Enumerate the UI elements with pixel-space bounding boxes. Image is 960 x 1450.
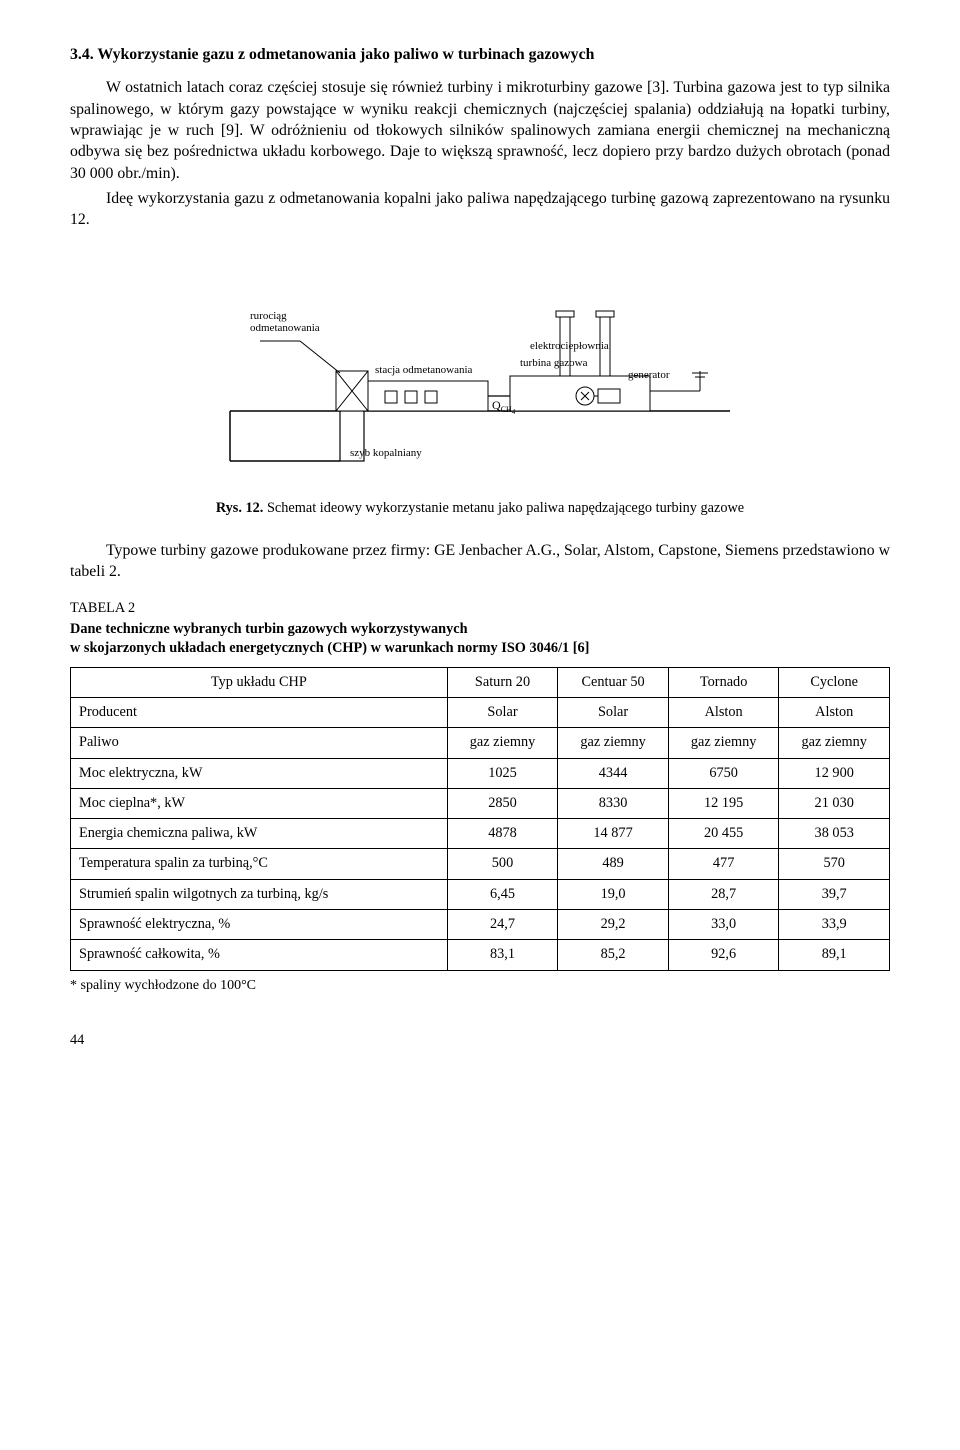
- fig-label-shaft: szyb kopalniany: [350, 447, 422, 459]
- row-label: Producent: [71, 697, 448, 727]
- fig-label-pipe: rurociąg odmetanowania: [250, 310, 320, 334]
- row-value: 39,7: [779, 879, 890, 909]
- row-label: Moc elektryczna, kW: [71, 758, 448, 788]
- table-row: Sprawność elektryczna, %24,729,233,033,9: [71, 910, 890, 940]
- fig-label-turbine: turbina gazowa: [520, 357, 588, 369]
- table-row: Temperatura spalin za turbiną,°C50048947…: [71, 849, 890, 879]
- row-value: 33,0: [668, 910, 779, 940]
- row-label: Temperatura spalin za turbiną,°C: [71, 849, 448, 879]
- table-header-cell: Saturn 20: [447, 667, 558, 697]
- fig-label-station: stacja odmetanowania: [375, 364, 473, 376]
- row-value: 20 455: [668, 819, 779, 849]
- row-value: 500: [447, 849, 558, 879]
- row-value: 85,2: [558, 940, 669, 970]
- table-header-cell: Cyclone: [779, 667, 890, 697]
- table-header-cell: Tornado: [668, 667, 779, 697]
- table-header-row: Typ układu CHPSaturn 20Centuar 50Tornado…: [71, 667, 890, 697]
- paragraph-2: Ideę wykorzystania gazu z odmetanowania …: [70, 188, 890, 231]
- row-value: 570: [779, 849, 890, 879]
- row-label: Sprawność całkowita, %: [71, 940, 448, 970]
- row-label: Moc cieplna*, kW: [71, 788, 448, 818]
- table-row: Energia chemiczna paliwa, kW487814 87720…: [71, 819, 890, 849]
- table-header-cell: Centuar 50: [558, 667, 669, 697]
- row-value: 92,6: [668, 940, 779, 970]
- row-value: 8330: [558, 788, 669, 818]
- table-footnote: * spaliny wychłodzone do 100°C: [70, 977, 890, 996]
- table-row: Moc elektryczna, kW10254344675012 900: [71, 758, 890, 788]
- table-row: ProducentSolarSolarAlstonAlston: [71, 697, 890, 727]
- row-value: gaz ziemny: [779, 728, 890, 758]
- row-value: 14 877: [558, 819, 669, 849]
- row-value: 6,45: [447, 879, 558, 909]
- row-label: Paliwo: [71, 728, 448, 758]
- row-value: gaz ziemny: [668, 728, 779, 758]
- section-heading: 3.4. Wykorzystanie gazu z odmetanowania …: [70, 44, 890, 65]
- table-body: ProducentSolarSolarAlstonAlstonPaliwogaz…: [71, 697, 890, 970]
- fig-caption-text: Schemat ideowy wykorzystanie metanu jako…: [263, 500, 744, 516]
- row-value: 38 053: [779, 819, 890, 849]
- row-value: Alston: [668, 697, 779, 727]
- row-label: Energia chemiczna paliwa, kW: [71, 819, 448, 849]
- row-value: 12 900: [779, 758, 890, 788]
- row-value: Solar: [558, 697, 669, 727]
- row-label: Strumień spalin wilgotnych za turbiną, k…: [71, 879, 448, 909]
- table-title: TABELA 2: [70, 599, 890, 618]
- row-value: 24,7: [447, 910, 558, 940]
- fig-label-generator: generator: [628, 369, 670, 381]
- row-label: Sprawność elektryczna, %: [71, 910, 448, 940]
- paragraph-1: W ostatnich latach coraz częściej stosuj…: [70, 77, 890, 184]
- table-row: Moc cieplna*, kW2850833012 19521 030: [71, 788, 890, 818]
- table-row: Sprawność całkowita, %83,185,292,689,1: [71, 940, 890, 970]
- row-value: 12 195: [668, 788, 779, 818]
- data-table: Typ układu CHPSaturn 20Centuar 50Tornado…: [70, 667, 890, 971]
- figure-svg: rurociąg odmetanowania stacja odmetanowa…: [200, 261, 760, 481]
- row-value: 33,9: [779, 910, 890, 940]
- row-value: Alston: [779, 697, 890, 727]
- row-value: 89,1: [779, 940, 890, 970]
- table-subtitle: Dane techniczne wybranych turbin gazowyc…: [70, 620, 890, 659]
- row-value: 28,7: [668, 879, 779, 909]
- row-value: 477: [668, 849, 779, 879]
- row-value: 1025: [447, 758, 558, 788]
- paragraph-3: Typowe turbiny gazowe produkowane przez …: [70, 540, 890, 583]
- row-value: Solar: [447, 697, 558, 727]
- row-value: 2850: [447, 788, 558, 818]
- row-value: 4344: [558, 758, 669, 788]
- figure-12: rurociąg odmetanowania stacja odmetanowa…: [70, 261, 890, 487]
- page-number: 44: [70, 1031, 890, 1050]
- row-value: 6750: [668, 758, 779, 788]
- row-value: 21 030: [779, 788, 890, 818]
- row-value: 4878: [447, 819, 558, 849]
- row-value: 29,2: [558, 910, 669, 940]
- row-value: 19,0: [558, 879, 669, 909]
- fig-label-chp: elektrociepłownia: [530, 340, 609, 352]
- row-value: 83,1: [447, 940, 558, 970]
- table-header-cell: Typ układu CHP: [71, 667, 448, 697]
- row-value: 489: [558, 849, 669, 879]
- fig-caption-prefix: Rys. 12.: [216, 500, 264, 516]
- row-value: gaz ziemny: [447, 728, 558, 758]
- table-row: Paliwogaz ziemnygaz ziemnygaz ziemnygaz …: [71, 728, 890, 758]
- row-value: gaz ziemny: [558, 728, 669, 758]
- table-row: Strumień spalin wilgotnych za turbiną, k…: [71, 879, 890, 909]
- figure-caption: Rys. 12. Schemat ideowy wykorzystanie me…: [70, 499, 890, 518]
